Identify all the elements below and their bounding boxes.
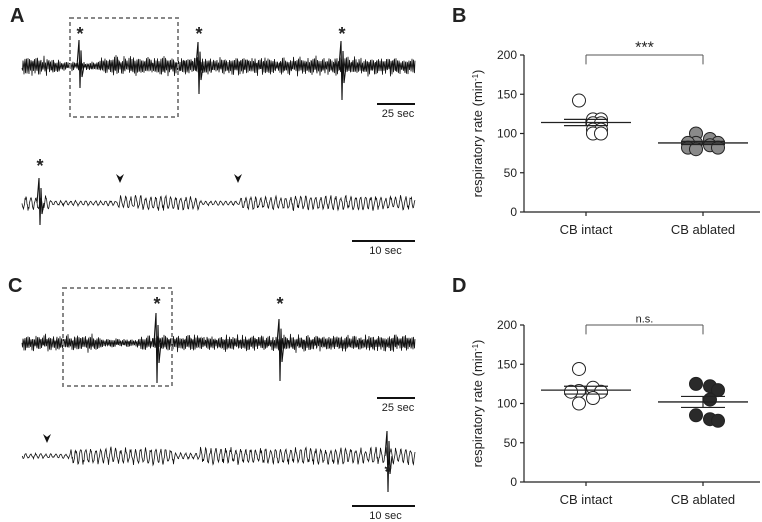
panel-label-C: C [8,275,22,297]
scale-bar-label: 25 sec [382,402,415,414]
trace-A-bottom [21,194,416,212]
asterisk-marker: * [384,462,391,482]
trace-C-bottom [21,446,416,467]
x-tick-label: CB ablated [671,492,735,507]
asterisk-marker: * [76,24,83,44]
data-point [689,376,703,391]
y-tick-label: 50 [504,436,518,450]
y-tick-label: 100 [497,397,517,411]
asterisk-marker: * [195,24,202,44]
x-tick-label: CB ablated [671,222,735,237]
panel-label-B: B [452,5,466,27]
arrowhead-marker [43,434,51,443]
y-tick-label: 0 [510,205,517,219]
data-point [572,396,586,411]
data-point [594,126,608,141]
y-axis-label: respiratory rate (min-1) [470,70,485,198]
trace-A-top-spike [195,41,204,95]
trace-A-top-spike [338,40,347,101]
trace-A-bottom-spike [36,177,45,226]
trace-C-top [21,333,416,353]
x-tick-label: CB intact [560,222,613,237]
arrowhead-marker [234,174,242,183]
y-tick-label: 200 [497,318,517,332]
y-axis-label: respiratory rate (min-1) [470,340,485,468]
trace-A-top [21,55,416,77]
asterisk-marker: * [338,24,345,44]
trace-C-top-spike [153,312,162,384]
data-point [586,391,600,406]
y-tick-label: 50 [504,166,518,180]
asterisk-marker: * [36,156,43,176]
significance-label: *** [635,40,654,57]
data-point [564,384,578,399]
y-tick-label: 200 [497,48,517,62]
scale-bar-label: 25 sec [382,108,415,120]
panel-label-D: D [452,275,466,297]
data-point [572,93,586,108]
data-point [689,408,703,423]
zoom-box-C [62,287,173,387]
trace-A-top-spike [76,39,85,89]
panel-label-A: A [10,5,24,27]
arrowhead-marker [116,174,124,183]
y-tick-label: 100 [497,127,517,141]
x-tick-label: CB intact [560,492,613,507]
trace-C-bottom-spike [384,430,393,493]
zoom-box-A [69,17,179,118]
scale-bar-label: 10 sec [369,510,402,522]
significance-label: n.s. [636,314,654,326]
data-point [703,392,717,407]
y-tick-label: 150 [497,357,517,371]
data-point [711,413,725,428]
data-point [572,361,586,376]
trace-C-top-spike [276,318,285,382]
y-tick-label: 150 [497,87,517,101]
asterisk-marker: * [276,294,283,314]
asterisk-marker: * [153,294,160,314]
y-tick-label: 0 [510,475,517,489]
scale-bar-label: 10 sec [369,245,402,257]
